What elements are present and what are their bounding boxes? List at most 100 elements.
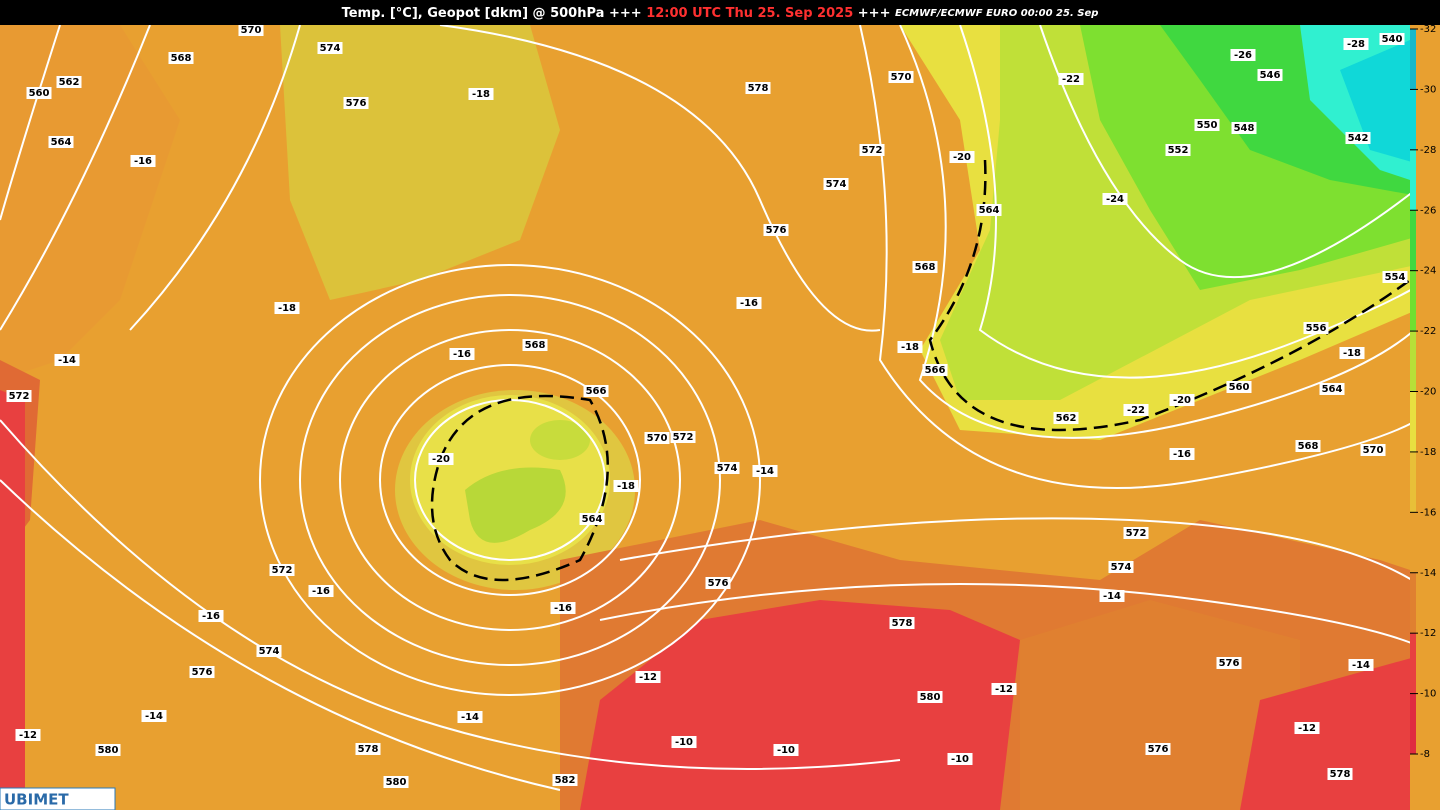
- colorbar-segment: [1410, 572, 1416, 634]
- contour-label: 574: [717, 463, 738, 474]
- colorbar-segment: [1410, 149, 1416, 211]
- contour-label: 548: [1234, 123, 1255, 134]
- label-box: [343, 97, 369, 109]
- label-box: [976, 204, 1002, 216]
- label-box: [1327, 768, 1353, 780]
- label-box: [671, 736, 697, 748]
- label-box: [1194, 119, 1220, 131]
- label-box: [54, 354, 80, 366]
- logo-box: [0, 787, 116, 810]
- colorbar-tick-label: -26: [1420, 205, 1436, 216]
- label-box: [1123, 527, 1149, 539]
- label-box: [1382, 271, 1408, 283]
- contour-label: 576: [346, 98, 367, 109]
- logo: UBIMET: [4, 791, 69, 809]
- contour-label: 562: [59, 77, 80, 88]
- parameter: Temp. [°C], Geopot [dkm] @ 500hPa: [342, 6, 605, 21]
- label-box: [1230, 49, 1256, 61]
- label-box: [48, 136, 74, 148]
- contour-label: -10: [777, 745, 795, 756]
- contour-label: -24: [1106, 194, 1124, 205]
- valid-time: 12:00 UTC Thu 25. Sep 2025: [646, 6, 853, 21]
- label-box: [274, 302, 300, 314]
- contour-label: -10: [951, 754, 969, 765]
- label-box: [189, 666, 215, 678]
- label-box: [468, 88, 494, 100]
- label-box: [1231, 122, 1257, 134]
- contour-label: -18: [472, 89, 490, 100]
- label-box: [130, 155, 156, 167]
- contour-label: 550: [1197, 120, 1218, 131]
- contour-label: 566: [586, 386, 607, 397]
- label-box: [947, 753, 973, 765]
- label-box: [763, 224, 789, 236]
- label-box: [168, 52, 194, 64]
- label-box: [1319, 383, 1345, 395]
- contour-label: 570: [647, 433, 668, 444]
- separator: +++: [858, 6, 891, 21]
- label-box: [1348, 659, 1374, 671]
- contour-label: 546: [1260, 70, 1281, 81]
- colorbar-tick-label: -10: [1420, 689, 1436, 700]
- contour-label: 578: [748, 83, 769, 94]
- label-box: [317, 42, 343, 54]
- label-box: [1169, 394, 1195, 406]
- contour-label: 576: [1219, 658, 1240, 669]
- label-box: [1343, 38, 1369, 50]
- colorbar-tick-label: -18: [1420, 447, 1436, 458]
- contour-label: -16: [312, 586, 330, 597]
- colorbar-segment: [1410, 633, 1416, 694]
- contour-label: 570: [1363, 445, 1384, 456]
- contour-label: -22: [1127, 405, 1145, 416]
- contour-label: 572: [9, 391, 30, 402]
- contour-label: 578: [1330, 769, 1351, 780]
- contour-label: -20: [1173, 395, 1191, 406]
- colorbar-tick-label: -32: [1420, 24, 1436, 35]
- contour-label: -14: [1352, 660, 1370, 671]
- label-box: [95, 744, 121, 756]
- label-box: [889, 617, 915, 629]
- contour-label: 578: [358, 744, 379, 755]
- contour-label: 580: [386, 777, 407, 788]
- label-box: [635, 671, 661, 683]
- colorbar: -32 -30 -28 -26 -24 -22 -20 -18 -16 -14 -12 -10 -8: [1410, 24, 1440, 810]
- label-box: [1053, 412, 1079, 424]
- label-box: [579, 513, 605, 525]
- label-box: [428, 453, 454, 465]
- label-box: [457, 711, 483, 723]
- header-title: Temp. [°C], Geopot [dkm] @ 500hPa +++ 12…: [342, 6, 1099, 21]
- label-box: [15, 729, 41, 741]
- contour-label: -18: [617, 481, 635, 492]
- label-box: [550, 602, 576, 614]
- contour-label: 570: [241, 25, 262, 36]
- contour-label: -14: [756, 466, 774, 477]
- colorbar-segment: [1410, 331, 1416, 392]
- colorbar-segment: [1410, 29, 1416, 90]
- label-box: [922, 364, 948, 376]
- contour-label: 556: [1306, 323, 1327, 334]
- contour-label: 568: [171, 53, 192, 64]
- contour-label: 582: [555, 775, 576, 786]
- contour-label: 570: [891, 72, 912, 83]
- contour-label: 576: [766, 225, 787, 236]
- contour-label: -16: [1173, 449, 1191, 460]
- label-box: [917, 691, 943, 703]
- colorbar-tick-label: -28: [1420, 145, 1436, 156]
- label-box: [1294, 722, 1320, 734]
- contour-label: 580: [920, 692, 941, 703]
- contour-label: 572: [272, 565, 293, 576]
- contour-label: 576: [1148, 744, 1169, 755]
- contour-label: -14: [1103, 591, 1121, 602]
- colorbar-segment: [1410, 270, 1416, 332]
- contour-label: -18: [278, 303, 296, 314]
- label-box: [1339, 347, 1365, 359]
- contour-label: 568: [525, 340, 546, 351]
- contour-label: 560: [1229, 382, 1250, 393]
- label-box: [1102, 193, 1128, 205]
- contour-label: -14: [58, 355, 76, 366]
- contour-label: 564: [51, 137, 72, 148]
- contour-label: -14: [145, 711, 163, 722]
- contour-label: 572: [862, 145, 883, 156]
- contour-label: -18: [901, 342, 919, 353]
